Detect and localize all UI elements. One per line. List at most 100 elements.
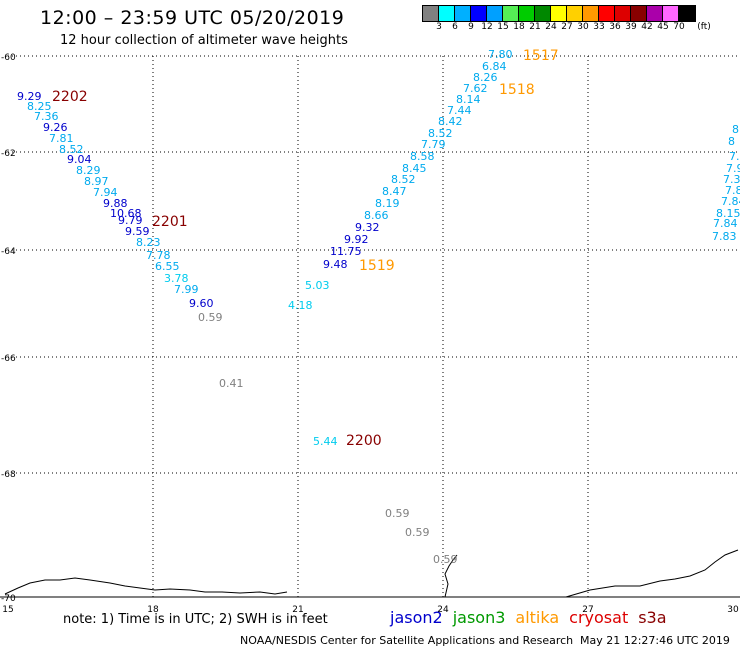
wave-height-value: 7.81 [49, 132, 74, 145]
legend-tick: 42 [641, 22, 653, 32]
wave-height-value: 8.14 [456, 93, 481, 106]
wave-height-value: 7.94 [93, 186, 118, 199]
lat-label: -64 [1, 247, 16, 257]
wave-height-value: 9.79 [118, 214, 143, 227]
color-legend [422, 5, 696, 22]
lat-label: -68 [1, 470, 16, 480]
wave-height-value: 9.48 [323, 258, 348, 271]
legend-swatch [583, 6, 599, 21]
legend-swatch [551, 6, 567, 21]
wave-height-value: 3.78 [164, 272, 189, 285]
legend-swatch [615, 6, 631, 21]
track-label: 2200 [346, 433, 382, 449]
page-title: 12:00 – 23:59 UTC 05/20/2019 [40, 7, 345, 29]
legend-unit: (ft) [697, 22, 711, 32]
wave-height-value: 9.29 [17, 90, 42, 103]
legend-swatch [455, 6, 471, 21]
wave-height-value: 9.32 [355, 221, 380, 234]
satellite-jason3: jason3 [452, 608, 506, 627]
legend-swatch [423, 6, 439, 21]
legend-tick: 70 [673, 22, 685, 32]
wave-height-value: 8.58 [410, 150, 435, 163]
lon-label: 24 [437, 605, 449, 615]
track-labels: 2202 2201 2200 1517 1518 1519 [52, 48, 559, 449]
wave-height-value: 7.84 [721, 195, 740, 208]
satellite-altika: altika [515, 608, 560, 627]
wave-height-value: 8.52 [59, 143, 84, 156]
track-label: 2201 [152, 214, 188, 230]
legend-tick: 33 [593, 22, 605, 32]
lat-label: -62 [1, 149, 16, 159]
legend-swatch [503, 6, 519, 21]
track-label: 1519 [359, 258, 395, 274]
wave-height-value: 9.59 [125, 225, 150, 238]
legend-tick: 27 [561, 22, 573, 32]
wave-height-value: 7.9 [726, 162, 740, 175]
wave-height-value: 7.86 [725, 184, 740, 197]
wave-height-values: 9.298.257.367.819.268.529.048.298.977.94… [17, 48, 740, 566]
wave-height-value: 8.45 [402, 162, 427, 175]
lon-label: 18 [147, 605, 159, 615]
wave-height-value: 7.80 [488, 48, 513, 61]
lon-label: 30 [727, 605, 739, 615]
track-label: 2202 [52, 89, 88, 105]
lon-label: 15 [2, 605, 13, 615]
wave-height-value: 9.88 [103, 197, 128, 210]
legend-swatch [535, 6, 551, 21]
wave-height-value: 5.03 [305, 279, 330, 292]
wave-height-value: 7.62 [463, 82, 488, 95]
wave-height-value: 8.66 [364, 209, 389, 222]
wave-height-value: 8.1 [732, 123, 740, 136]
wave-height-value: 7.78 [146, 249, 171, 262]
footer-credit: NOAA/NESDIS Center for Satellite Applica… [240, 634, 574, 647]
footer-note: note: 1) Time is in UTC; 2) SWH is in fe… [63, 612, 328, 627]
page-subtitle: 12 hour collection of altimeter wave hei… [60, 33, 348, 48]
legend-tick: 12 [481, 22, 493, 32]
coastline-path [565, 549, 739, 598]
wave-height-value: 8.19 [375, 197, 400, 210]
lat-label: -66 [1, 354, 16, 364]
satellite-jason2: jason2 [390, 608, 443, 627]
wave-height-value: 8.29 [76, 164, 101, 177]
wave-height-value: 8.15 [716, 207, 740, 220]
wave-height-value: 8.47 [382, 185, 407, 198]
wave-height-value: 8.52 [391, 173, 416, 186]
legend-tick: 24 [545, 22, 557, 32]
coastline-path [444, 554, 458, 598]
wave-height-value: 0.59 [433, 553, 458, 566]
wave-height-value: 9.92 [344, 233, 369, 246]
legend-tick: 45 [657, 22, 669, 32]
coastline [4, 549, 739, 598]
legend-tick: 6 [452, 22, 458, 32]
wave-height-value: 9.04 [67, 153, 92, 166]
legend-swatch [663, 6, 679, 21]
wave-height-value: 8.52 [428, 127, 453, 140]
wave-height-value: 4.18 [288, 299, 313, 312]
wave-height-value: 0.59 [385, 507, 410, 520]
legend-tick: 18 [513, 22, 525, 32]
legend-swatch [439, 6, 455, 21]
satellite-cryosat: cryosat [569, 608, 629, 627]
footer-timestamp: May 21 12:27:46 UTC 2019 [580, 634, 730, 647]
legend-swatch [631, 6, 647, 21]
wave-height-value: 7.99 [174, 283, 199, 296]
wave-height-value: 6.84 [482, 60, 507, 73]
legend-swatch [567, 6, 583, 21]
wave-height-value: 10.68 [110, 207, 142, 220]
wave-height-value: 8.23 [136, 236, 161, 249]
wave-height-value: 0.59 [198, 311, 223, 324]
legend-tick: 3 [436, 22, 442, 32]
wave-height-value: 9.60 [189, 297, 214, 310]
wave-height-value: 8.25 [27, 100, 52, 113]
lat-lon-grid [0, 55, 740, 598]
lat-label: -70 [1, 594, 16, 604]
satellite-s3a: s3a [638, 608, 667, 627]
legend-swatch [471, 6, 487, 21]
legend-swatch [679, 6, 695, 21]
wave-height-value: 8.97 [84, 175, 109, 188]
legend-swatch [519, 6, 535, 21]
legend-tick: 36 [609, 22, 621, 32]
legend-swatch [599, 6, 615, 21]
satellite-legend: jason2 jason3 altika cryosat s3a [390, 608, 677, 627]
